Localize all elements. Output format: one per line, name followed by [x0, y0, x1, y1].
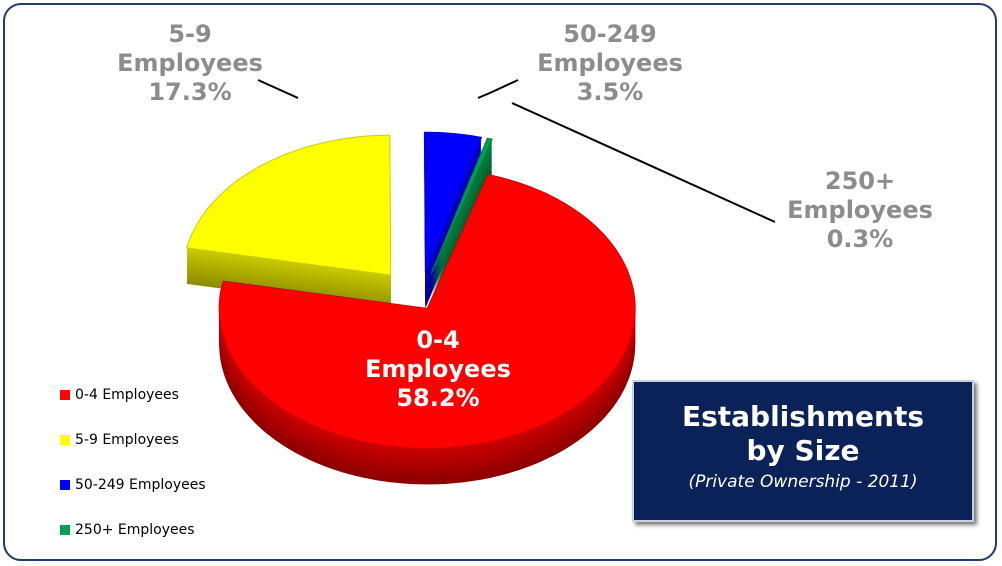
chart-frame [3, 3, 997, 561]
slice-side [431, 142, 493, 278]
legend-swatch [60, 390, 70, 400]
data-label-value: 0.3% [826, 225, 894, 253]
legend-label: 50-249 Employees [75, 477, 206, 493]
slice-side [431, 162, 493, 298]
data-label-name: 5-9 Employees [117, 20, 263, 77]
leader-line [257, 79, 299, 99]
legend-item: 5-9 Employees [60, 432, 179, 448]
slice-side [431, 152, 493, 288]
slice-side [431, 156, 493, 292]
slice-side [431, 140, 493, 276]
slice [423, 131, 483, 273]
slice-side [431, 154, 493, 290]
data-label: 0-4 Employees 58.2% [348, 326, 528, 413]
slice-side [431, 150, 493, 286]
legend-label: 250+ Employees [75, 522, 195, 538]
legend-swatch [60, 435, 70, 445]
data-label-name: 0-4 Employees [365, 326, 511, 383]
data-label-name: 250+ Employees [787, 167, 933, 224]
legend-item: 0-4 Employees [60, 387, 179, 403]
data-label-value: 58.2% [396, 384, 480, 412]
slice [218, 173, 636, 449]
legend-label: 0-4 Employees [75, 387, 179, 403]
data-label: 250+ Employees 0.3% [770, 167, 950, 254]
legend-item: 50-249 Employees [60, 477, 206, 493]
legend-swatch [60, 525, 70, 535]
slice [186, 134, 392, 276]
legend-swatch [60, 480, 70, 490]
chart-title: Establishments by Size [681, 400, 925, 467]
slice-side [431, 144, 493, 280]
slice-side [431, 148, 493, 284]
data-label-value: 3.5% [576, 78, 644, 106]
slice-side [431, 158, 493, 294]
data-label-name: 50-249 Employees [537, 20, 683, 77]
chart-subtitle: (Private Ownership - 2011) [688, 472, 918, 492]
data-label: 50-249 Employees 3.5% [520, 20, 700, 107]
data-label: 5-9 Employees 17.3% [100, 20, 280, 107]
leader-line [477, 79, 519, 99]
legend-label: 5-9 Employees [75, 432, 179, 448]
title-box: Establishments by Size (Private Ownershi… [632, 380, 974, 522]
leader-line [511, 102, 776, 223]
slice-side [431, 146, 493, 282]
legend-item: 250+ Employees [60, 522, 195, 538]
slice-side [431, 160, 493, 296]
slice [430, 137, 493, 274]
data-label-value: 17.3% [148, 78, 232, 106]
